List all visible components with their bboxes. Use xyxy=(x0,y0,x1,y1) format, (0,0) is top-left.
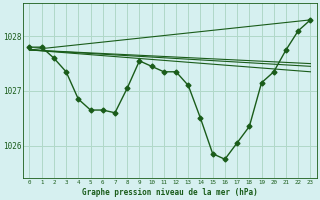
X-axis label: Graphe pression niveau de la mer (hPa): Graphe pression niveau de la mer (hPa) xyxy=(82,188,258,197)
